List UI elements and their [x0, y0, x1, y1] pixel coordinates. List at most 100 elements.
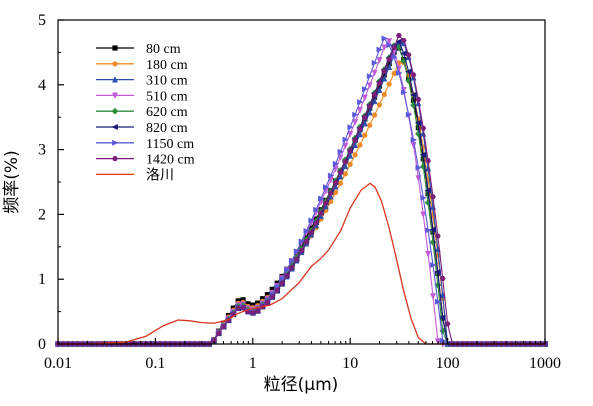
- data-point: [337, 169, 344, 175]
- data-point: [386, 57, 393, 63]
- data-point: [352, 119, 359, 126]
- data-point: [381, 44, 388, 51]
- series-line: [58, 61, 545, 345]
- data-point: [235, 305, 242, 311]
- data-point: [371, 97, 378, 105]
- series-line: [58, 182, 545, 345]
- data-point: [400, 37, 407, 43]
- data-point: [274, 287, 281, 293]
- data-point: [429, 226, 436, 233]
- data-point: [381, 72, 387, 78]
- data-point: [347, 148, 354, 154]
- series-6: [55, 35, 549, 347]
- data-point: [371, 92, 378, 98]
- data-point: [420, 194, 427, 201]
- data-point: [410, 97, 417, 103]
- data-point: [405, 52, 412, 58]
- data-point: [342, 136, 350, 143]
- data-point: [430, 261, 437, 268]
- data-point: [366, 108, 373, 116]
- data-point: [420, 125, 427, 131]
- data-point: [371, 112, 378, 118]
- data-point: [303, 239, 310, 245]
- series-8: [58, 182, 545, 345]
- data-point: [249, 310, 256, 316]
- data-point: [386, 38, 393, 45]
- data-point: [361, 119, 368, 127]
- data-point: [298, 248, 305, 254]
- data-point: [395, 38, 402, 45]
- x-axis-label: 粒径(μm): [264, 375, 339, 395]
- series-line: [58, 47, 545, 345]
- legend-label: 1150 cm: [146, 137, 194, 152]
- series-line: [58, 40, 545, 345]
- data-point: [409, 92, 417, 99]
- x-axis: 0.01 0.1 1 10 100 1000: [44, 338, 561, 372]
- data-point: [332, 160, 340, 167]
- legend-marker: [112, 139, 119, 146]
- data-point: [288, 257, 296, 264]
- data-point: [439, 314, 446, 321]
- data-point: [220, 324, 227, 330]
- data-point: [357, 126, 363, 132]
- data-point: [434, 233, 441, 239]
- y-axis-label: 频率(%): [2, 150, 22, 213]
- x-tick-label: 0.1: [145, 355, 165, 372]
- legend-marker: [112, 61, 118, 67]
- data-point: [357, 142, 363, 148]
- data-point: [240, 305, 246, 311]
- x-tick-label: 10: [342, 355, 358, 372]
- x-tick-label: 1: [249, 355, 257, 372]
- data-point: [352, 137, 358, 143]
- data-point: [376, 46, 384, 53]
- series-0: [55, 45, 548, 347]
- data-point: [318, 210, 324, 216]
- data-point: [376, 83, 383, 89]
- data-point: [424, 187, 431, 194]
- data-point: [313, 206, 320, 213]
- plot-frame: [57, 19, 546, 345]
- data-point: [381, 35, 388, 42]
- data-point: [376, 80, 383, 86]
- data-point: [420, 211, 427, 219]
- legend-label: 820 cm: [146, 121, 188, 136]
- data-point: [352, 111, 359, 118]
- data-point: [376, 57, 383, 64]
- y-tick-label: 5: [38, 12, 46, 29]
- series-line: [58, 34, 545, 345]
- data-point: [391, 70, 397, 77]
- data-point: [429, 238, 437, 246]
- data-point: [366, 73, 374, 80]
- data-point: [356, 130, 363, 138]
- data-point: [391, 54, 398, 61]
- legend-label: 310 cm: [146, 74, 188, 89]
- data-point: [332, 180, 339, 186]
- data-point: [444, 321, 451, 327]
- data-point: [352, 141, 359, 148]
- data-point: [313, 220, 319, 226]
- data-point: [400, 89, 408, 96]
- data-point: [298, 238, 306, 245]
- data-point: [293, 248, 301, 255]
- legend-marker: [111, 107, 119, 115]
- data-point: [376, 102, 383, 108]
- data-point: [342, 171, 348, 177]
- data-point: [279, 280, 285, 286]
- data-point: [425, 227, 432, 234]
- data-point: [288, 265, 295, 271]
- series-5: [54, 38, 548, 347]
- data-point: [284, 273, 290, 279]
- data-point: [371, 59, 379, 66]
- data-point: [410, 136, 418, 143]
- data-point: [396, 33, 402, 39]
- data-point: [386, 81, 392, 87]
- data-point: [357, 98, 364, 105]
- x-tick-label: 100: [436, 355, 460, 372]
- data-point: [264, 299, 271, 305]
- data-point: [430, 194, 436, 200]
- data-point: [347, 131, 354, 138]
- data-point: [303, 228, 311, 235]
- legend-label: 80 cm: [146, 42, 181, 57]
- data-point: [376, 86, 383, 93]
